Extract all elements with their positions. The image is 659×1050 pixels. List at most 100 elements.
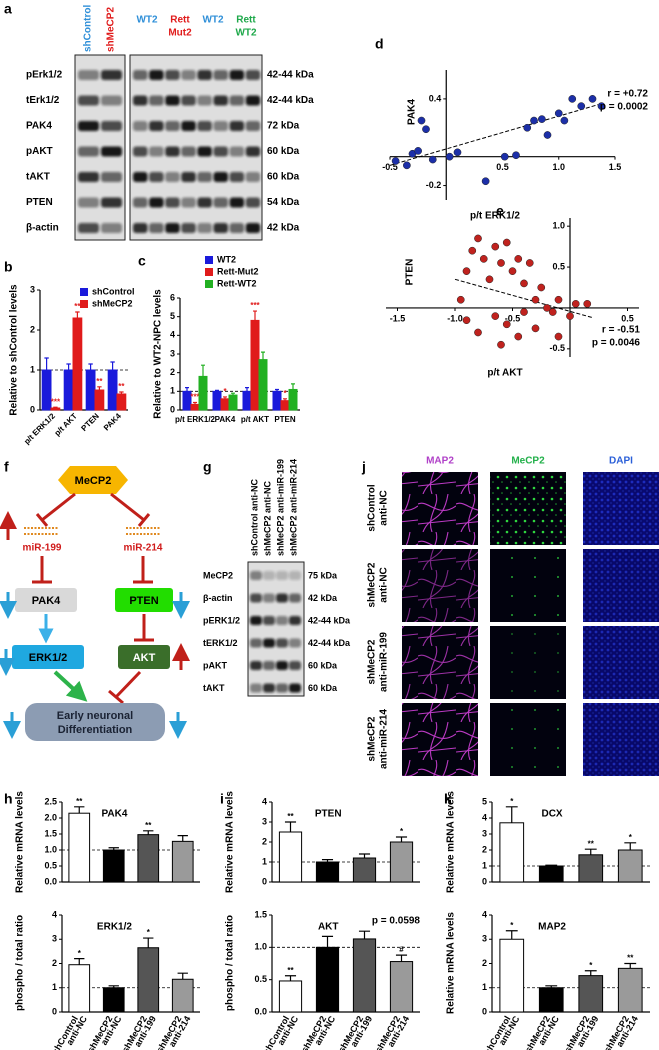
micrograph-signal [402,472,478,545]
bar [171,840,194,883]
blot-band [133,223,148,233]
chart-title: AKT [318,922,339,933]
y-axis-label: Relative to WT2-NPC levels [153,289,164,419]
point [543,304,551,312]
blot-band [181,223,196,233]
point [445,152,454,161]
blot-band [197,146,212,157]
blot-band [229,95,245,106]
point [474,234,482,243]
chart-title: MAP2 [538,922,566,933]
blot-band [289,616,301,625]
blot-band [165,146,180,157]
significance-label: * [589,961,593,970]
bar [116,393,127,411]
y-tick-label: 3 [482,934,487,944]
bar [220,398,230,411]
blot-band [149,223,164,233]
micrograph-signal [402,549,478,622]
blot-band [133,146,148,157]
point [588,95,597,103]
error-bar [177,835,188,842]
blot-band [276,571,288,580]
panel-letter: k [444,791,452,807]
y-tick-label: 6 [170,292,175,302]
error-bar [624,962,637,969]
node-label: PAK4 [32,595,61,607]
blot-band [165,223,180,233]
panel-letter: e [496,203,504,219]
error-bar [143,937,154,948]
blot-band [197,223,212,233]
blot-band [181,146,196,157]
error-bar [108,985,119,988]
blot-band [181,172,196,182]
blot-band [133,172,148,182]
error-bar [223,396,227,399]
channel-label: MAP2 [426,456,454,467]
blot-band [133,197,148,208]
blot-band [101,197,122,208]
y-tick-label: 0 [52,1006,57,1016]
error-bar [284,975,297,981]
legend-swatch [80,300,88,308]
bar [499,938,525,1013]
point [456,295,465,304]
y-axis-label: Relative mRNA levels [446,912,457,1014]
bar [499,822,525,883]
annotation: p = 0.0598 [372,916,421,927]
error-bar [321,859,334,862]
blot-band [213,197,228,208]
y-axis-label: phospho / total ratio [225,915,236,1011]
y-tick-label: 1 [170,386,175,396]
bar [72,317,83,411]
y-tick-label: 4 [482,909,487,919]
node-label: PTEN [129,595,158,607]
blot-band [78,121,99,131]
lane-label: WT2 [202,15,224,26]
blot-band [101,70,122,80]
error-bar [108,847,119,850]
node-box [15,588,77,612]
blot-band [229,70,245,80]
blot-band [165,70,180,80]
y-tick-label: 1 [482,982,487,992]
blot-band [213,172,228,182]
error-bar [74,806,85,814]
x-tick-label: 0.5 [496,162,509,172]
inhibition-edge [35,492,151,527]
chart-title: PAK4 [101,809,127,820]
node-label: ERK1/2 [29,652,68,664]
panel-letter: a [4,1,12,17]
inhibition-edge [108,670,142,705]
row-label: β-actin [203,593,233,603]
blot-band [289,593,301,603]
channel-label: MeCP2 [511,456,545,467]
row-label: anti-NC [379,490,390,526]
y-tick-label: 4 [482,812,487,822]
point [485,275,494,284]
lane-label: Rett [236,15,256,26]
y-tick-label: 2 [262,836,267,846]
bar [63,369,74,411]
blot-band [78,223,99,233]
panel-letter: f [4,459,9,475]
row-label: shMeCP2 [367,639,378,684]
y-tick-label: 0.0 [44,876,57,886]
row-label: anti-miR-214 [379,709,390,769]
bar [578,854,604,883]
y-tick-label: 1 [262,856,267,866]
bar [389,841,414,883]
micrograph-signal [490,703,566,776]
point [512,151,520,160]
micrograph-signal [490,549,566,622]
point [548,308,557,316]
blot-band [245,146,261,157]
blot-band [78,70,99,80]
point [568,95,577,103]
significance-label: # [399,945,404,954]
blot-band [263,593,275,603]
blot-band [276,593,288,603]
bar [137,834,160,883]
blot-band [250,593,262,603]
